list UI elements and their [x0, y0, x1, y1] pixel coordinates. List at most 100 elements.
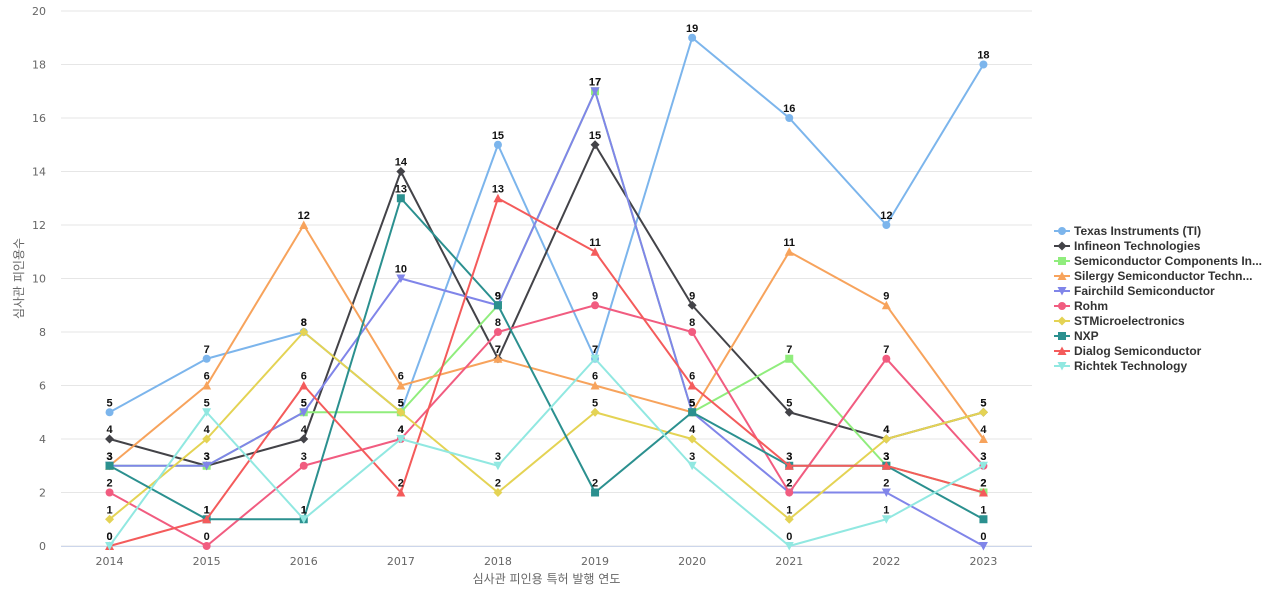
- data-label: 7: [592, 344, 598, 356]
- data-point: [785, 488, 794, 497]
- series-3[interactable]: [105, 87, 988, 497]
- data-label: 0: [786, 531, 792, 543]
- data-label: 19: [686, 23, 698, 35]
- data-point: [978, 407, 988, 417]
- x-tick-label: 2021: [775, 555, 803, 568]
- data-label: 4: [204, 424, 211, 436]
- data-label: 13: [395, 183, 407, 195]
- data-label: 2: [786, 478, 792, 490]
- legend-item[interactable]: Richtek Technology: [1054, 359, 1187, 373]
- legend-label: STMicroelectronics: [1074, 314, 1185, 328]
- series-4[interactable]: [105, 220, 988, 470]
- x-tick-label: 2014: [96, 555, 124, 568]
- data-point: [590, 381, 600, 390]
- series-7[interactable]: [105, 327, 988, 524]
- data-point: [978, 434, 988, 443]
- data-point: [688, 328, 697, 336]
- data-label: 18: [977, 50, 989, 62]
- series-line: [108, 357, 984, 547]
- legend-item[interactable]: Infineon Technologies: [1054, 239, 1201, 253]
- data-label: 2: [106, 478, 112, 490]
- data-label: 6: [592, 371, 598, 383]
- data-label: 17: [589, 76, 601, 88]
- series-9[interactable]: [105, 193, 988, 550]
- x-axis-title: 심사관 피인용 특허 발행 연도: [473, 571, 621, 586]
- data-label: 1: [106, 504, 112, 516]
- data-label: 0: [980, 531, 986, 543]
- x-axis: 2014 2015 2016 2017 2018 2019 2020 2021 2022 2023: [61, 546, 1032, 568]
- legend-label: Rohm: [1074, 299, 1108, 313]
- series-line: [109, 304, 985, 547]
- legend-label: Fairchild Semiconductor: [1074, 284, 1215, 298]
- data-label: 4: [106, 424, 113, 436]
- data-point: [493, 193, 503, 203]
- legend-item[interactable]: Fairchild Semiconductor: [1054, 284, 1215, 298]
- data-label: 5: [689, 397, 695, 409]
- legend-item[interactable]: STMicroelectronics: [1054, 314, 1185, 328]
- legend[interactable]: Texas Instruments (TI)Infineon Technolog…: [1054, 224, 1262, 373]
- data-point: [882, 221, 891, 229]
- data-point: [299, 327, 309, 337]
- series-10[interactable]: [105, 354, 988, 551]
- data-label: 1: [204, 504, 210, 516]
- data-label: 2: [980, 478, 986, 490]
- legend-label: Richtek Technology: [1074, 359, 1187, 373]
- x-tick-label: 2017: [387, 555, 415, 568]
- data-point: [202, 381, 212, 390]
- data-label: 2: [883, 478, 889, 490]
- data-point: [590, 87, 600, 96]
- legend-item[interactable]: NXP: [1054, 329, 1099, 343]
- data-point: [299, 434, 309, 444]
- data-point: [299, 515, 309, 524]
- data-point: [785, 114, 794, 122]
- legend-item[interactable]: Texas Instruments (TI): [1054, 224, 1201, 238]
- series-line: [109, 143, 984, 467]
- data-label: 9: [495, 290, 501, 302]
- data-point: [881, 515, 891, 524]
- data-label: 7: [495, 344, 501, 356]
- data-label: 7: [204, 344, 210, 356]
- data-label: 10: [395, 264, 407, 276]
- data-label: 4: [398, 424, 405, 436]
- data-label: 14: [395, 157, 408, 169]
- data-label: 2: [495, 478, 501, 490]
- y-tick-label: 2: [39, 487, 46, 500]
- data-label: 1: [980, 504, 986, 516]
- data-label: 17: [589, 76, 601, 88]
- legend-marker: [1057, 362, 1067, 371]
- legend-item[interactable]: Silergy Semiconductor Techn...: [1054, 269, 1252, 283]
- data-label: 3: [786, 451, 792, 463]
- legend-item[interactable]: Dialog Semiconductor: [1054, 344, 1202, 358]
- legend-item[interactable]: Rohm: [1054, 299, 1108, 313]
- legend-item[interactable]: Semiconductor Components In...: [1054, 254, 1262, 268]
- x-tick-label: 2020: [678, 555, 706, 568]
- data-point: [396, 274, 406, 283]
- data-label: 5: [592, 397, 598, 409]
- data-label: 5: [398, 397, 404, 409]
- data-label: 3: [883, 451, 889, 463]
- data-label: 5: [204, 397, 210, 409]
- data-label: 7: [592, 344, 598, 356]
- series-8[interactable]: [105, 194, 988, 524]
- legend-marker: [1057, 346, 1067, 355]
- data-point: [493, 140, 502, 149]
- data-label: 5: [301, 397, 307, 409]
- data-label: 5: [398, 397, 404, 409]
- x-tick-label: 2015: [193, 555, 221, 568]
- data-label: 4: [883, 424, 890, 436]
- y-tick-label: 16: [32, 112, 46, 125]
- legend-marker: [1058, 257, 1066, 265]
- legend-marker: [1058, 332, 1066, 340]
- series-6[interactable]: [105, 301, 988, 550]
- data-label: 12: [298, 210, 310, 222]
- data-label: 3: [106, 451, 112, 463]
- data-label: 9: [689, 290, 695, 302]
- y-tick-label: 6: [39, 380, 46, 393]
- data-point: [396, 167, 406, 176]
- legend-label: NXP: [1074, 329, 1099, 343]
- data-label: 3: [106, 451, 112, 463]
- data-point: [105, 514, 115, 524]
- x-tick-label: 2022: [872, 555, 900, 568]
- legend-marker: [1057, 271, 1067, 280]
